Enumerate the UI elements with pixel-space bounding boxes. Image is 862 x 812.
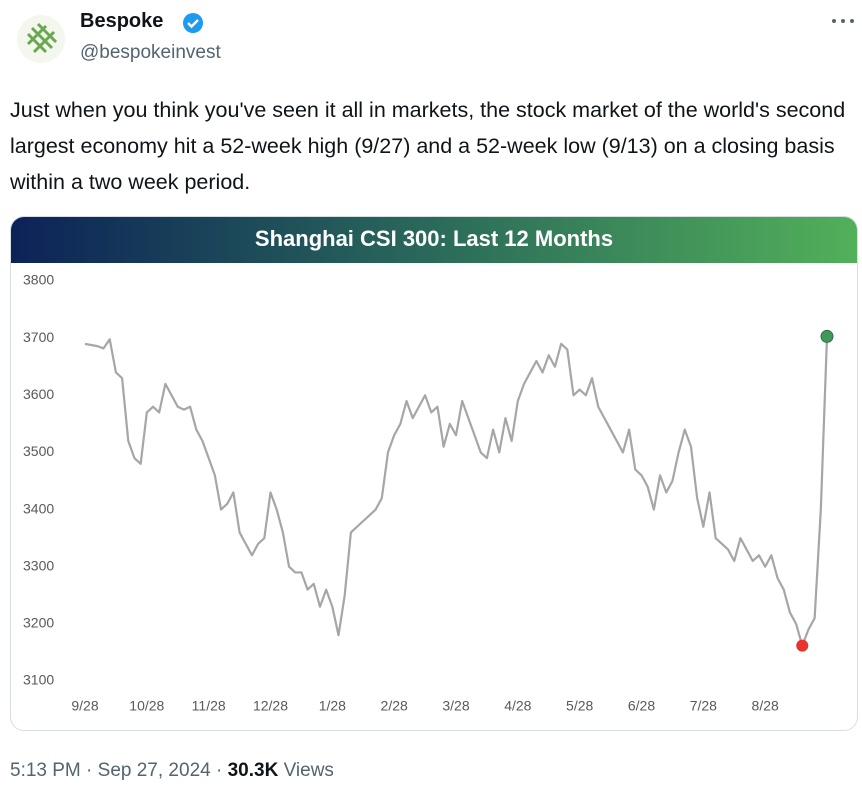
chart-title: Shanghai CSI 300: Last 12 Months (255, 226, 613, 251)
separator: · (86, 760, 93, 781)
verified-badge (183, 13, 203, 33)
chart-card[interactable]: Shanghai CSI 300: Last 12 Months 3100 320… (10, 216, 858, 731)
tweet-meta: 5:13 PM · Sep 27, 2024 · 30.3K Views (10, 760, 334, 782)
display-name[interactable]: Bespoke (80, 10, 164, 32)
x-tick-label: 6/28 (628, 698, 655, 714)
y-tick-label: 3300 (23, 557, 54, 573)
x-tick-label: 7/28 (690, 698, 717, 714)
chart-header (11, 217, 857, 263)
handle[interactable]: @bespokeinvest (80, 42, 221, 63)
views-label: Views (283, 760, 334, 781)
x-tick-label: 9/28 (71, 698, 98, 714)
avatar[interactable] (16, 14, 66, 64)
price-line (84, 336, 829, 647)
y-tick-label: 3600 (23, 386, 54, 402)
high-marker (820, 329, 834, 343)
x-tick-label: 12/28 (253, 698, 288, 714)
x-tick-label: 5/28 (566, 698, 593, 714)
chart: Shanghai CSI 300: Last 12 Months 3100 320… (11, 217, 857, 714)
y-tick-label: 3400 (23, 500, 54, 516)
time: 5:13 PM (10, 760, 81, 781)
x-tick-label: 10/28 (129, 698, 164, 714)
date[interactable]: Sep 27, 2024 (97, 760, 211, 781)
y-tick-label: 3700 (23, 329, 54, 345)
y-tick-label: 3800 (23, 272, 54, 288)
x-tick-label: 4/28 (504, 698, 531, 714)
x-tick-label: 1/28 (319, 698, 346, 714)
x-tick-label: 2/28 (381, 698, 408, 714)
x-tick-label: 8/28 (752, 698, 779, 714)
x-tick-label: 11/28 (192, 698, 226, 714)
more-menu[interactable] (830, 16, 856, 26)
views-count: 30.3K (227, 760, 279, 781)
low-marker (796, 639, 809, 652)
x-tick-label: 3/28 (442, 698, 469, 714)
y-tick-label: 3500 (23, 443, 54, 459)
tweet-text: Just when you think you've seen it all i… (10, 98, 846, 194)
y-tick-label: 3100 (23, 672, 54, 688)
y-tick-label: 3200 (23, 615, 54, 631)
separator: · (215, 760, 223, 781)
